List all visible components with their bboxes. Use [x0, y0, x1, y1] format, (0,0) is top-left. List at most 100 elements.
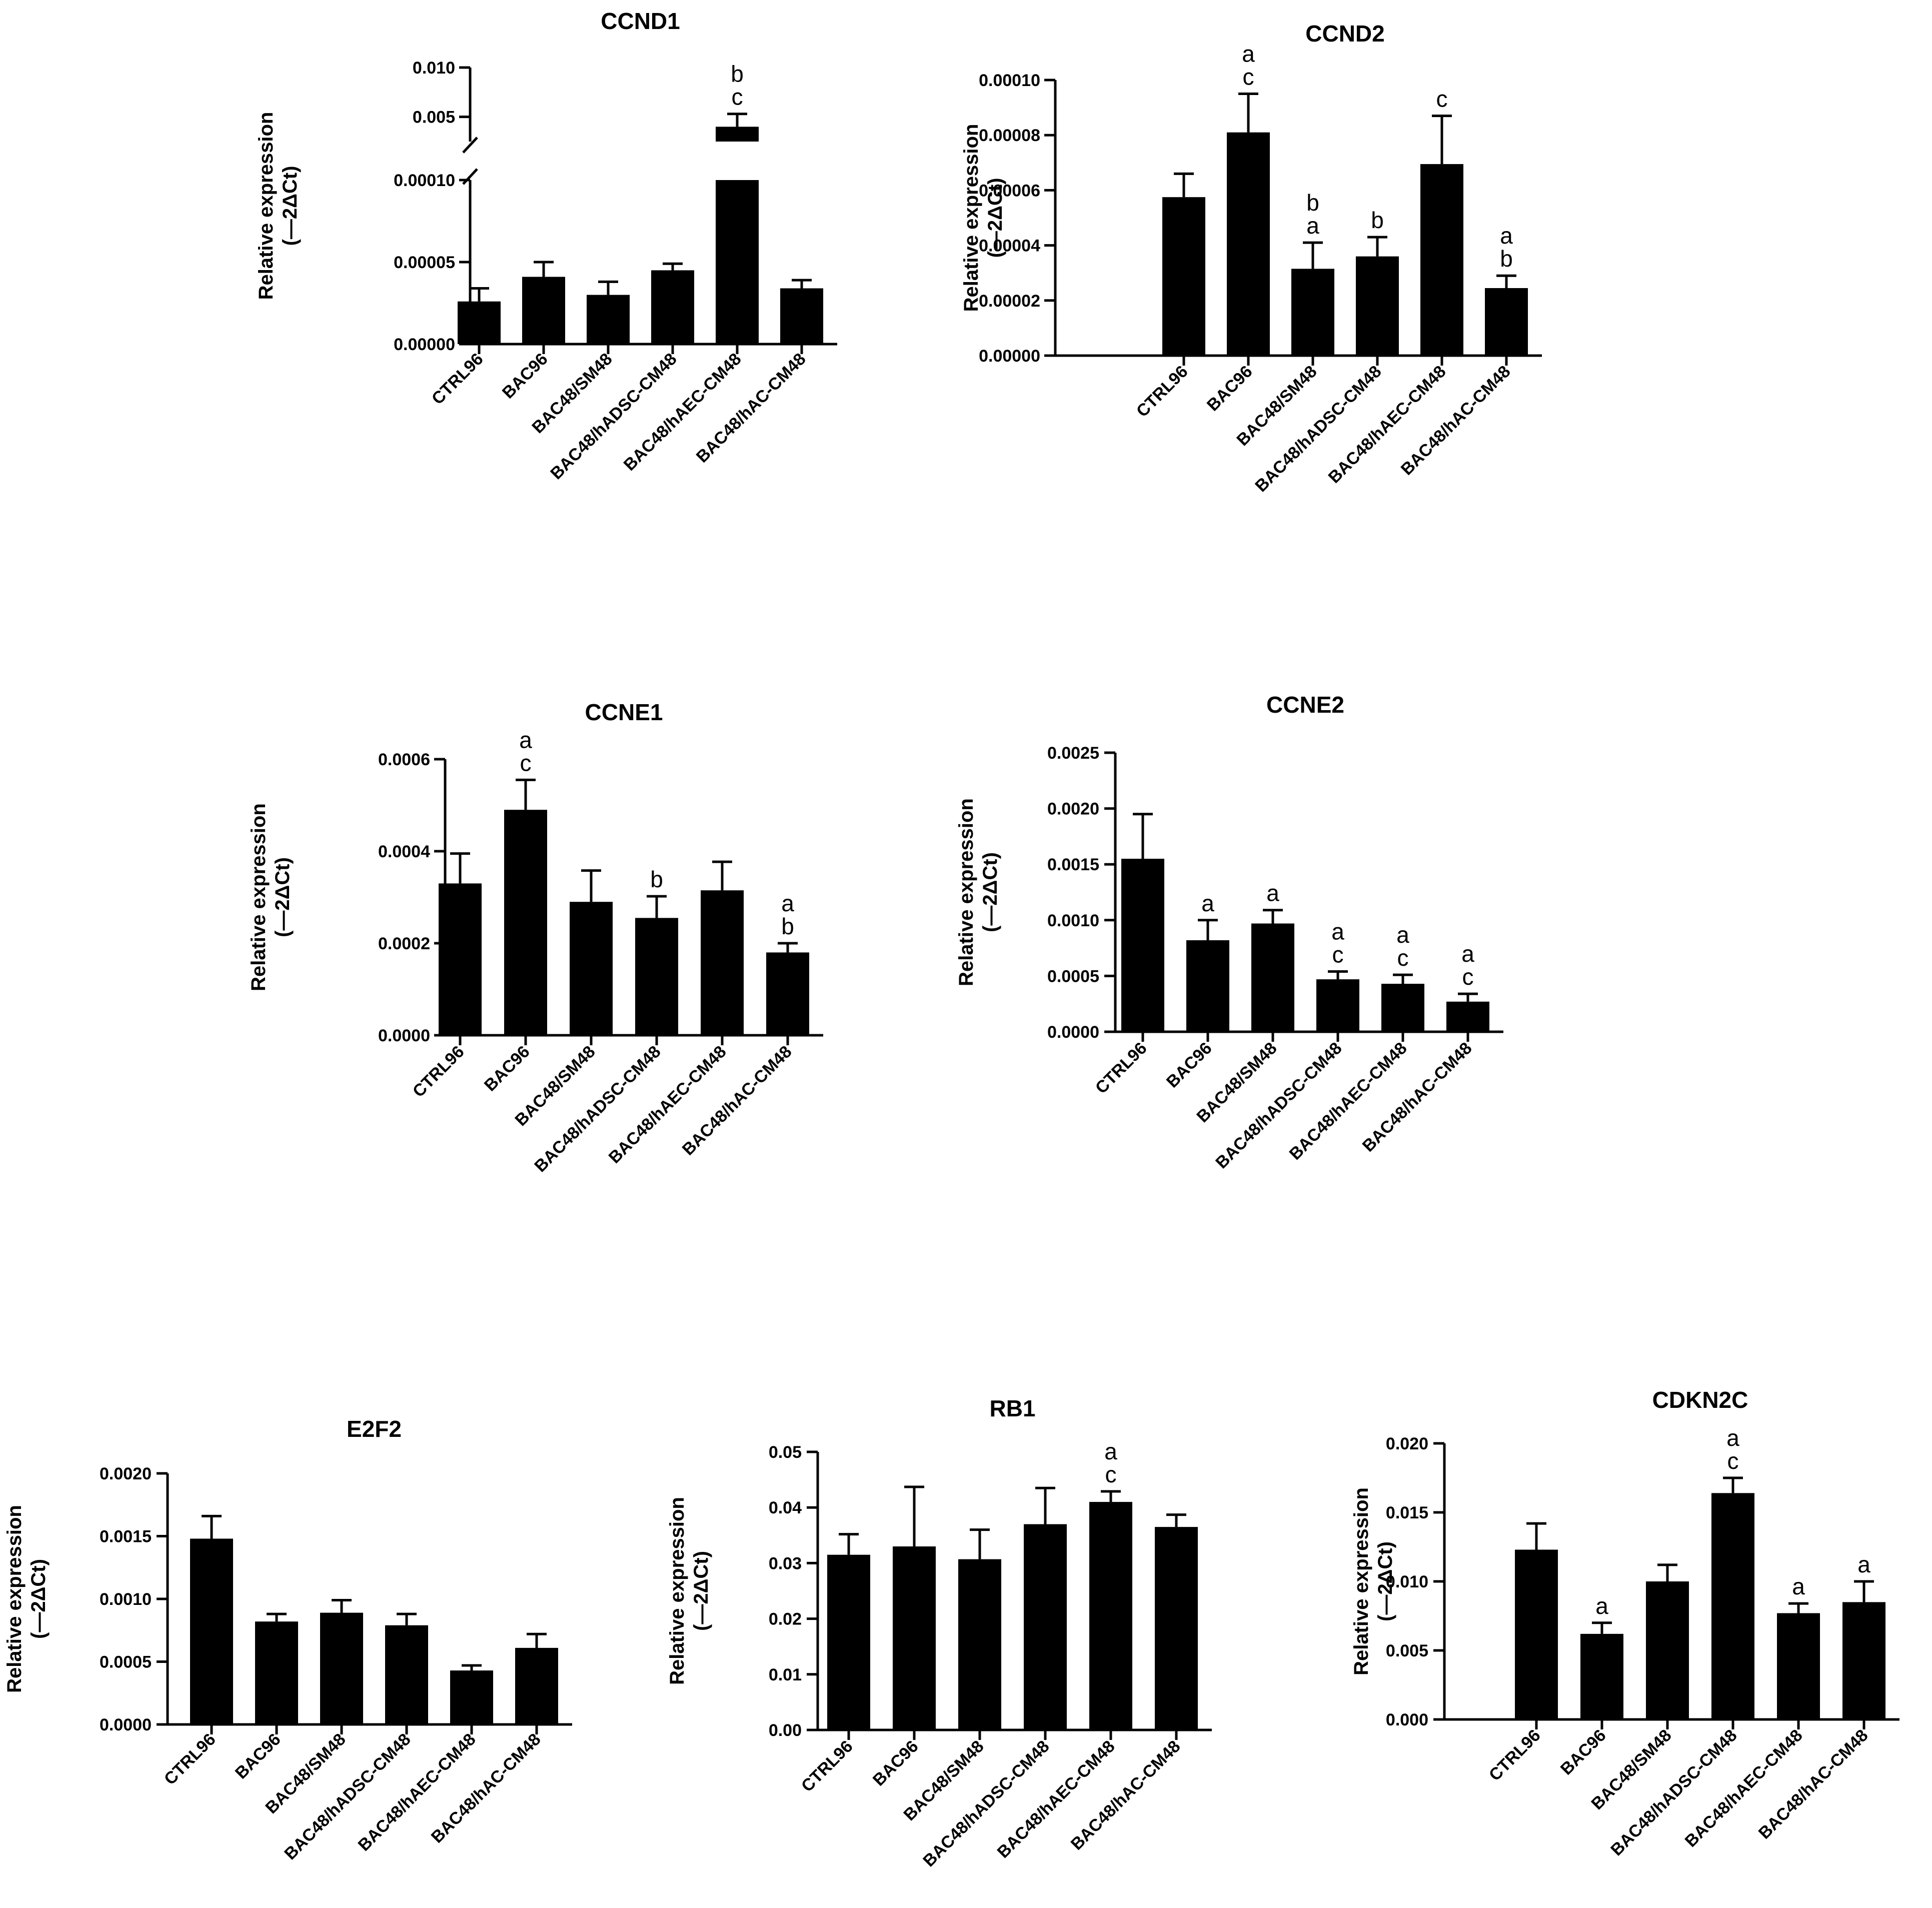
y-axis-label-line1: Relative expression: [1350, 1487, 1372, 1675]
chart-panel-ccnd2: CCND2 Relative expression (—2ΔCt) 0.00000 0.…: [960, 21, 1542, 496]
x-tick-label-group: CTRL96: [428, 350, 487, 409]
bar: [439, 883, 482, 1035]
x-tick-label-group: BAC48/hAEC-CM48: [994, 1737, 1119, 1862]
significance-label: a: [1396, 922, 1409, 948]
x-tick-label: BAC96: [1557, 1726, 1610, 1779]
chart-panel-cdkn2c: CDKN2C Relative expression (—2ΔCt) 0.000 0.0…: [1350, 1387, 1899, 1859]
axis-break-mark-lower: [462, 168, 478, 185]
y-axis-label: Relative expression (—2ΔCt): [955, 798, 1001, 986]
significance-label: a: [1104, 1438, 1117, 1464]
y-tick-label: 0.00004: [979, 237, 1040, 256]
y-tick-label: 0.020: [1386, 1434, 1428, 1453]
chart-panel-ccnd1: CCND1 Relative expression (—2ΔCt) 0.00000 0.…: [255, 8, 837, 483]
y-axis-label: Relative expression (—2ΔCt): [248, 803, 294, 991]
y-tick-label: 0.0010: [100, 1590, 152, 1609]
bar: [1121, 859, 1164, 1032]
significance-label: a: [1500, 223, 1513, 249]
significance-label: a: [1595, 1593, 1608, 1619]
x-tick-label-group: BAC48/hADSC-CM48: [919, 1737, 1053, 1870]
x-tick-label: BAC48/hAEC-CM48: [620, 350, 745, 475]
x-tick-label-group: BAC96: [869, 1737, 922, 1790]
x-tick-label-group: BAC48/hAEC-CM48: [1286, 1039, 1411, 1164]
x-tick-label-group: BAC48/hAC-CM48: [1359, 1039, 1476, 1156]
bar: [1420, 164, 1463, 356]
significance-label: b: [781, 913, 794, 939]
bar: [1089, 1502, 1132, 1730]
y-tick-label: 0.02: [769, 1610, 802, 1629]
y-tick-label: 0.03: [769, 1554, 802, 1573]
bar: [716, 180, 759, 344]
x-tick-label-group: BAC96: [1557, 1726, 1610, 1779]
x-tick-label-group: BAC48/hAEC-CM48: [1681, 1726, 1806, 1851]
y-tick-label: 0.00000: [979, 347, 1040, 366]
x-tick-label-group: BAC96: [232, 1730, 285, 1783]
significance-label: c: [1727, 1448, 1739, 1474]
significance-label: a: [519, 727, 532, 753]
bar: [458, 301, 501, 344]
bar: [320, 1612, 363, 1724]
bar: [893, 1546, 936, 1730]
x-tick-label-group: BAC48/hAEC-CM48: [620, 350, 745, 475]
chart-panel-e2f2: E2F2 Relative expression (—2ΔCt) 0.0000 0.00…: [4, 1416, 572, 1863]
y-tick-label: 0.00000: [394, 335, 455, 354]
bar: [635, 918, 678, 1035]
y-axis-label: Relative expression (—2ΔCt): [4, 1505, 50, 1693]
y-tick-label: 0.0000: [100, 1715, 152, 1734]
bar: [515, 1647, 558, 1724]
x-tick-label-group: BAC48/hAC-CM48: [1755, 1726, 1872, 1843]
y-tick-label: 0.0005: [1047, 967, 1099, 986]
significance-label: c: [1105, 1461, 1117, 1487]
bar: [1291, 269, 1334, 356]
y-tick-label: 0.0004: [378, 842, 430, 861]
significance-label: a: [1857, 1551, 1870, 1577]
bar: [1162, 197, 1205, 356]
significance-label: b: [731, 61, 744, 87]
significance-label: c: [1462, 964, 1474, 990]
x-tick-label: BAC48/hAEC-CM48: [1286, 1039, 1411, 1164]
x-tick-label: BAC96: [232, 1730, 285, 1783]
chart-title: CCND1: [601, 8, 680, 34]
y-axis-label: Relative expression (—2ΔCt): [1350, 1487, 1396, 1675]
y-tick-label: 0.0020: [100, 1464, 152, 1483]
y-tick-label: 0.0015: [100, 1527, 152, 1546]
significance-label: c: [1397, 945, 1409, 971]
x-tick-label: BAC48/hAC-CM48: [679, 1042, 796, 1159]
x-tick-label: BAC48/hAC-CM48: [1755, 1726, 1872, 1843]
x-tick-label-group: BAC48/hAC-CM48: [1397, 362, 1514, 479]
y-tick-label: 0.015: [1386, 1503, 1428, 1522]
x-tick-label-group: CTRL96: [1092, 1039, 1151, 1098]
bar: [255, 1621, 298, 1724]
significance-label: a: [1461, 941, 1474, 967]
x-tick-label: BAC48/hAC-CM48: [1359, 1039, 1476, 1156]
x-tick-label: BAC48/hADSC-CM48: [919, 1737, 1053, 1870]
bar: [450, 1670, 493, 1724]
x-tick-label: CTRL96: [428, 350, 487, 409]
x-tick-label-group: BAC96: [499, 350, 552, 403]
bar: [766, 952, 809, 1035]
x-tick-label: BAC48/hAC-CM48: [1067, 1737, 1184, 1854]
x-tick-label: CTRL96: [798, 1737, 857, 1796]
x-tick-label: BAC48/hAC-CM48: [1397, 362, 1514, 479]
y-tick-label: 0.005: [1386, 1641, 1428, 1660]
y-tick-label: 0.01: [769, 1665, 802, 1684]
y-axis-label: Relative expression (—2ΔCt): [255, 112, 301, 300]
bar: [1711, 1493, 1754, 1719]
chart-title: E2F2: [347, 1416, 402, 1442]
x-tick-label-group: BAC48/hAEC-CM48: [605, 1042, 730, 1167]
y-tick-label: 0.00: [769, 1721, 802, 1740]
axis-break-mark-upper: [462, 137, 478, 154]
x-tick-label: BAC48/hAEC-CM48: [605, 1042, 730, 1167]
y-axis-label-line1: Relative expression: [666, 1497, 688, 1685]
chart-panel-rb1: RB1 Relative expression (—2ΔCt) 0.00 0.01 0.0…: [666, 1395, 1212, 1870]
x-tick-label: BAC48/hADSC-CM48: [1251, 362, 1385, 496]
significance-label: c: [1243, 64, 1254, 90]
x-tick-label-group: BAC48/hADSC-CM48: [1251, 362, 1385, 496]
x-tick-label: BAC48/hADSC-CM48: [1607, 1726, 1740, 1859]
y-axis-label-line2: (—2ΔCt): [279, 166, 301, 246]
significance-label: c: [1436, 86, 1448, 112]
y-axis-label-line2: (—2ΔCt): [28, 1559, 50, 1639]
x-tick-label: BAC48/hADSC-CM48: [281, 1730, 414, 1863]
x-tick-label-group: CTRL96: [161, 1730, 220, 1789]
x-tick-label-group: CTRL96: [798, 1737, 857, 1796]
x-tick-label: BAC48/hAEC-CM48: [994, 1737, 1119, 1862]
